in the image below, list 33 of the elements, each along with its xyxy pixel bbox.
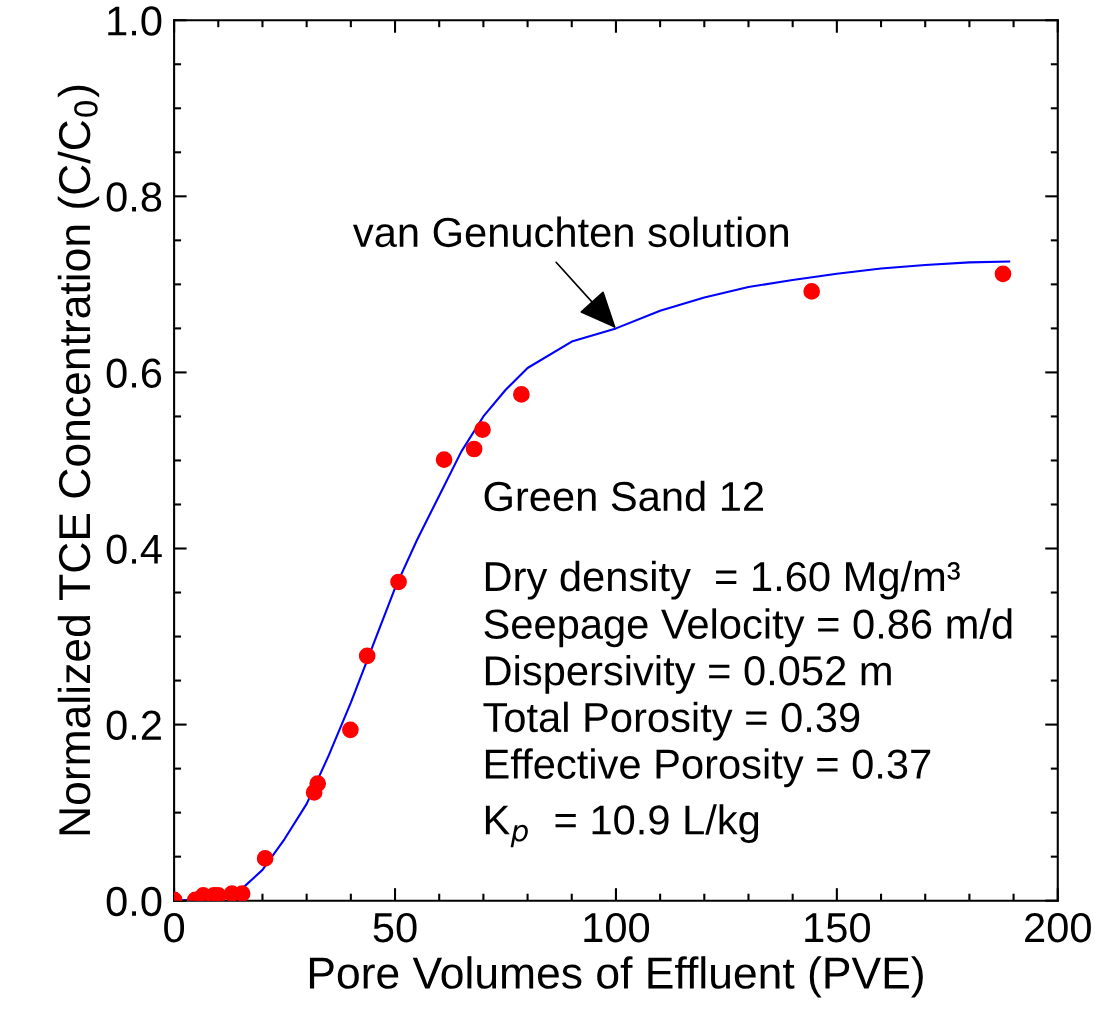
point [358,647,376,665]
annotation: Dry density = 1.60 Mg/m³ [485,560,960,600]
x-tick-label: 100 [584,912,650,943]
x-tick-label: 200 [1025,912,1091,943]
annotation: van Genuchten solution [353,216,788,248]
x-tick-label: 150 [805,912,870,943]
y-tick-label: 0.0 [106,886,162,917]
point [209,887,227,901]
point [474,421,491,438]
x-tick-label: 50 [373,912,417,943]
y-tick-label: 0.2 [106,710,161,741]
point [435,451,453,468]
point [342,721,359,739]
point [513,386,530,403]
annotation: K$_{p}$ = 10.9 L/kg [485,804,759,848]
x-axis-title: Pore Volumes of Effluent (PVE) [309,956,923,998]
annotation: Dispersivity = 0.052 m [485,654,891,694]
point [256,850,274,867]
y-tick-label: 0.8 [106,182,162,212]
y-tick-label: 0.4 [106,534,162,565]
y-tick-label: 0.6 [106,358,162,388]
point [465,440,483,458]
point [994,265,1012,283]
annotation: Total Porosity = 0.39 [483,701,860,741]
annotation: Green Sand 12 [484,480,764,512]
point [390,573,407,591]
x-tick-label: 0 [164,912,185,943]
point [803,283,821,300]
point [309,775,327,792]
y-tick-label: 1.0 [108,6,162,36]
y-axis-title: Normalized TCE Concentration (C/C$_{0}$) [57,85,100,835]
annotation: Effective Porosity = 0.37 [485,748,931,788]
annotation: Seepage Velocity = 0.86 m/d [484,608,1012,648]
